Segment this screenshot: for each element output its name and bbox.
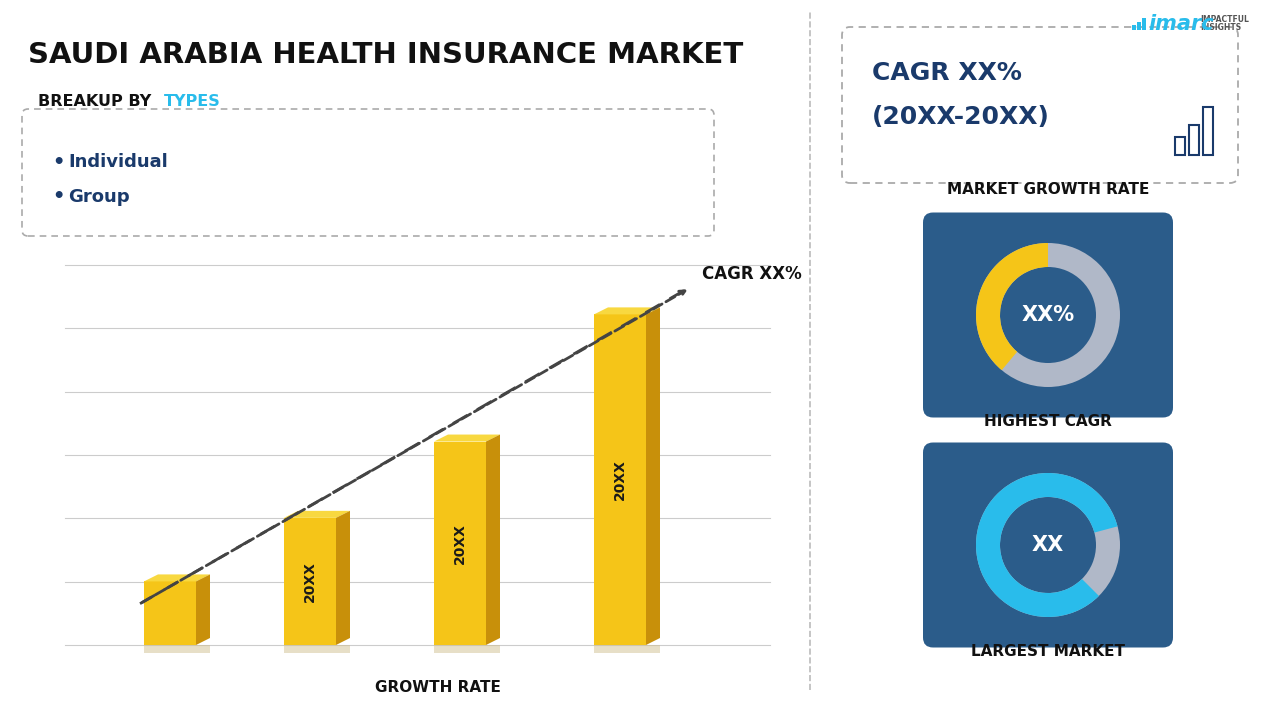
Polygon shape [335,511,349,645]
Text: XX%: XX% [1021,305,1075,325]
Bar [1142,18,1146,30]
Polygon shape [646,307,660,645]
Text: GROWTH RATE: GROWTH RATE [375,680,500,696]
Text: Individual: Individual [68,153,168,171]
Text: TYPES: TYPES [164,94,220,109]
Text: •: • [52,187,64,207]
Text: MARKET GROWTH RATE: MARKET GROWTH RATE [947,182,1149,197]
Text: 20XX: 20XX [453,523,467,564]
FancyBboxPatch shape [923,443,1172,647]
Text: BREAKUP BY: BREAKUP BY [38,94,157,109]
Text: SAUDI ARABIA HEALTH INSURANCE MARKET: SAUDI ARABIA HEALTH INSURANCE MARKET [28,41,744,69]
Wedge shape [977,243,1120,387]
Polygon shape [196,575,210,645]
Bar [284,518,335,645]
Text: (20XX-20XX): (20XX-20XX) [872,105,1050,129]
Bar [1137,22,1140,30]
Text: 20XX: 20XX [613,459,627,500]
FancyBboxPatch shape [22,109,714,236]
Bar [1132,25,1135,30]
FancyBboxPatch shape [842,27,1238,183]
Bar [143,645,210,653]
Bar [284,645,349,653]
Text: CAGR XX%: CAGR XX% [701,265,801,283]
Text: 20XX: 20XX [303,561,317,602]
Text: Group: Group [68,188,129,206]
Polygon shape [143,575,210,582]
Wedge shape [977,243,1048,370]
Polygon shape [594,307,660,315]
Text: HIGHEST CAGR: HIGHEST CAGR [984,415,1112,430]
Bar [594,315,646,645]
Text: XX: XX [1032,535,1064,555]
Wedge shape [977,473,1120,617]
Bar [1203,107,1213,155]
Text: LARGEST MARKET: LARGEST MARKET [972,644,1125,660]
Text: INSIGHTS: INSIGHTS [1201,22,1242,32]
Bar [1189,125,1199,155]
Polygon shape [284,511,349,518]
Bar [594,645,660,653]
Polygon shape [486,435,500,645]
Bar [143,582,196,645]
Text: CAGR XX%: CAGR XX% [872,61,1021,85]
Bar [434,441,486,645]
Text: imarc: imarc [1148,14,1213,34]
Bar [1175,137,1185,155]
Wedge shape [977,473,1117,617]
Bar [434,645,500,653]
Text: •: • [52,153,64,171]
Text: IMPACTFUL: IMPACTFUL [1201,16,1249,24]
FancyBboxPatch shape [923,212,1172,418]
Polygon shape [434,435,500,441]
